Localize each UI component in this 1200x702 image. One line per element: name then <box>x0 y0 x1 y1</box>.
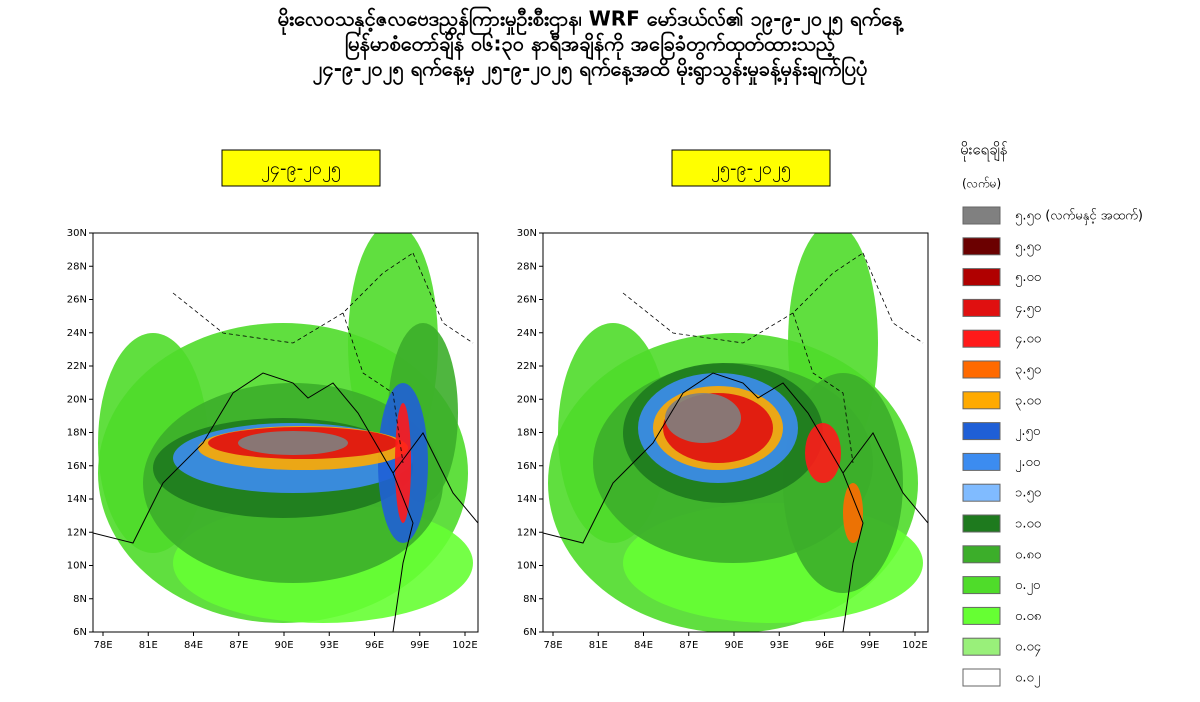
lat-label: 6N <box>523 627 537 638</box>
lon-label: 87E <box>679 640 698 651</box>
lon-label: 84E <box>184 640 203 651</box>
legend-label: ၁.၀၀ <box>1015 517 1041 532</box>
legend-swatch <box>962 360 1001 379</box>
legend-swatch <box>962 514 1001 533</box>
lat-label: 20N <box>67 394 87 405</box>
lon-label: 78E <box>543 640 562 651</box>
lat-label: 30N <box>67 228 87 239</box>
legend-label: ၄.၀၀ <box>1015 332 1041 349</box>
map-area <box>543 233 928 632</box>
lat-label: 30N <box>517 228 537 239</box>
lat-label: 28N <box>517 261 537 272</box>
lon-label: 78E <box>93 640 112 651</box>
legend-swatch <box>962 268 1001 287</box>
lon-label: 90E <box>274 640 293 651</box>
lat-label: 6N <box>73 627 87 638</box>
lat-label: 24N <box>517 328 537 339</box>
legend-swatch <box>962 483 1001 502</box>
rain-area <box>843 483 863 543</box>
legend-swatch <box>962 576 1001 595</box>
rain-area <box>805 423 841 483</box>
legend-label: ၅.၀၀ <box>1015 270 1041 287</box>
lon-label: 99E <box>410 640 429 651</box>
lon-label: 93E <box>320 640 339 651</box>
lat-label: 26N <box>67 295 87 306</box>
legend-swatch <box>962 298 1001 317</box>
border <box>172 252 474 464</box>
legend-label: ၅.၅၀ (လက်မနှင့် အထက်) <box>1015 208 1143 226</box>
lon-label: 99E <box>860 640 879 651</box>
legend-swatch <box>962 329 1001 348</box>
lat-label: 18N <box>517 428 537 439</box>
lon-label: 96E <box>365 640 384 651</box>
lat-label: 22N <box>517 361 537 372</box>
legend-unit: (လက်မ) <box>962 176 1001 191</box>
legend-label: ၀.၀၈ <box>1015 609 1041 624</box>
legend-swatch <box>962 391 1001 410</box>
lat-label: 10N <box>517 561 537 572</box>
legend-swatch <box>962 668 1001 687</box>
lat-label: 16N <box>517 461 537 472</box>
lat-label: 20N <box>517 394 537 405</box>
legend-swatch <box>962 237 1001 256</box>
map-area <box>93 233 478 632</box>
legend-label: ၂.၅၀ <box>1015 424 1040 441</box>
legend-swatch <box>962 452 1001 471</box>
rain-area <box>238 431 348 455</box>
coastline <box>93 372 478 632</box>
lon-label: 102E <box>452 640 477 651</box>
lat-label: 14N <box>67 494 87 505</box>
legend-label: ၂.၀၀ <box>1015 455 1040 472</box>
panel-label-box <box>221 149 381 187</box>
border <box>622 252 924 464</box>
lat-label: 12N <box>517 527 537 538</box>
lat-label: 12N <box>67 527 87 538</box>
panel-label: ၂၅-၉-၂၀၂၅ <box>711 158 791 182</box>
legend-swatch <box>962 637 1001 656</box>
legend-title: မိုးရေချိန် <box>960 141 1008 162</box>
legend-label: ၃.၅၀ <box>1015 363 1041 380</box>
lon-label: 90E <box>724 640 743 651</box>
title-line: ၂၄-၉-၂၀၂၅ ရက်နေ့မှ ၂၅-၉-၂၀၂၅ ရက်နေ့အထိ မ… <box>313 56 868 86</box>
lon-label: 81E <box>139 640 158 651</box>
rain-area <box>665 393 741 443</box>
legend-label: ၃.၀၀ <box>1015 393 1041 410</box>
lat-label: 10N <box>67 561 87 572</box>
legend-swatch <box>962 206 1001 225</box>
lon-label: 96E <box>815 640 834 651</box>
lon-label: 87E <box>229 640 248 651</box>
legend-swatch <box>962 545 1001 564</box>
panel-label: ၂၄-၉-၂၀၂၅ <box>261 158 341 182</box>
lat-label: 26N <box>517 295 537 306</box>
lat-label: 22N <box>67 361 87 372</box>
coastline <box>543 372 928 632</box>
lat-label: 8N <box>73 594 87 605</box>
legend-label: ၀.၀၄ <box>1015 640 1042 657</box>
lat-label: 24N <box>67 328 87 339</box>
legend-swatch <box>962 422 1001 441</box>
legend-swatch <box>962 606 1001 625</box>
lat-label: 14N <box>517 494 537 505</box>
lat-label: 8N <box>523 594 537 605</box>
lon-label: 102E <box>902 640 927 651</box>
legend-label: ၀.၂၀ <box>1015 578 1040 595</box>
lat-label: 28N <box>67 261 87 272</box>
legend-label: ၀.၀၂ <box>1015 671 1040 688</box>
lon-label: 84E <box>634 640 653 651</box>
panel-label-box <box>671 149 831 187</box>
legend-label: ၀.၈၀ <box>1015 547 1041 562</box>
lon-label: 81E <box>589 640 608 651</box>
legend-label: ၄.၅၀ <box>1015 301 1041 318</box>
lat-label: 16N <box>67 461 87 472</box>
lat-label: 18N <box>67 428 87 439</box>
legend-label: ၅.၅၀ <box>1015 239 1041 256</box>
legend-label: ၁.၅၀ <box>1015 486 1041 503</box>
lon-label: 93E <box>770 640 789 651</box>
